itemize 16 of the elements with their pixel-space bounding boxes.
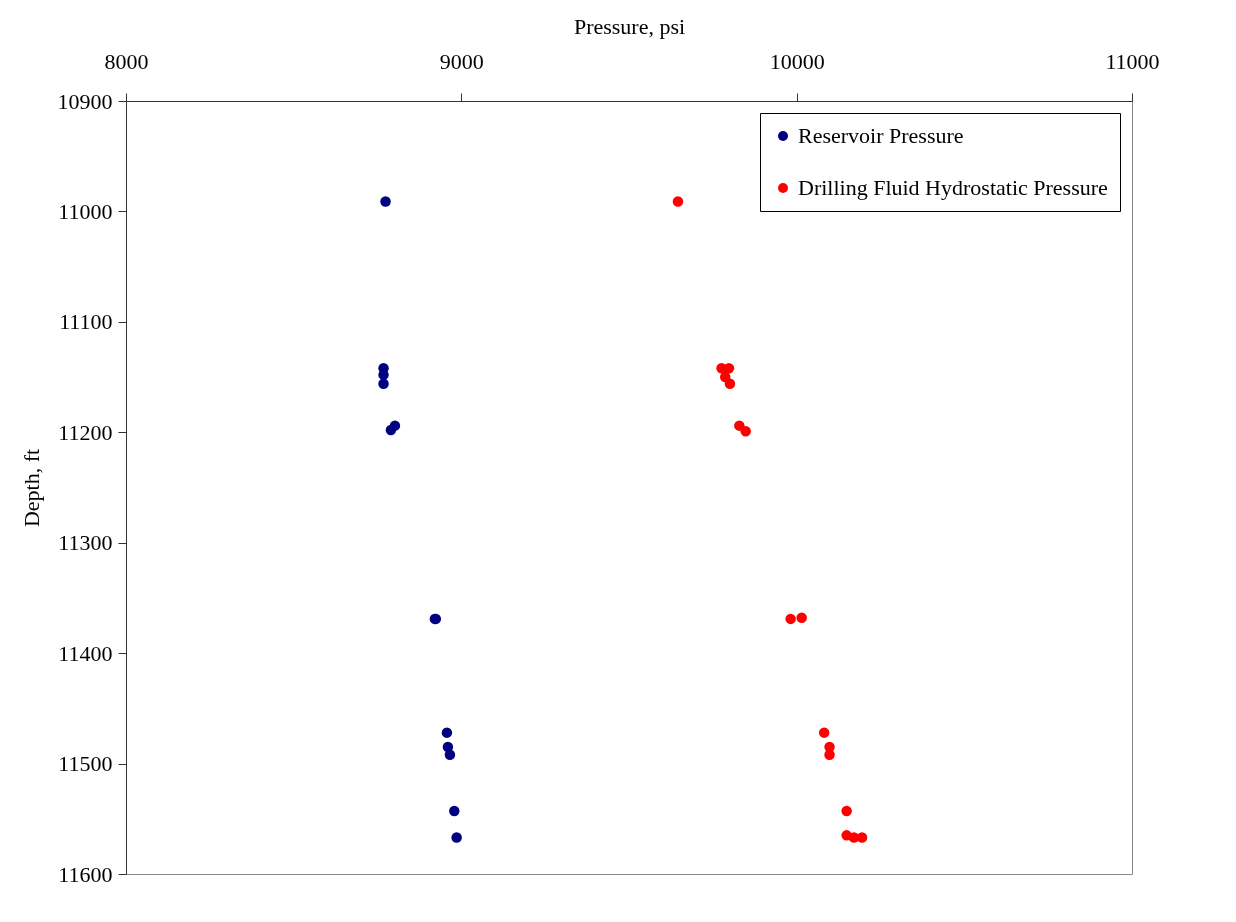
legend-label: Drilling Fluid Hydrostatic Pressure — [798, 175, 1108, 200]
x-tick-label: 9000 — [439, 48, 484, 74]
x-tick-label: 8000 — [104, 48, 149, 74]
y-tick-label: 11400 — [58, 640, 113, 666]
y-tick-label: 11200 — [58, 419, 113, 445]
y-tick-label: 11000 — [58, 198, 113, 224]
y-tick-label: 11300 — [58, 530, 113, 556]
x-axis-title: Pressure, psi — [573, 13, 686, 39]
y-tick-label: 10900 — [57, 88, 113, 114]
legend-label: Reservoir Pressure — [798, 123, 964, 148]
y-tick-label: 11100 — [59, 309, 113, 335]
x-tick-label: 11000 — [1105, 48, 1160, 74]
x-tick-label: 10000 — [769, 48, 825, 74]
y-axis-title: Depth, ft — [18, 448, 44, 528]
y-tick-label: 11600 — [58, 861, 113, 887]
y-tick-label: 11500 — [58, 751, 113, 777]
